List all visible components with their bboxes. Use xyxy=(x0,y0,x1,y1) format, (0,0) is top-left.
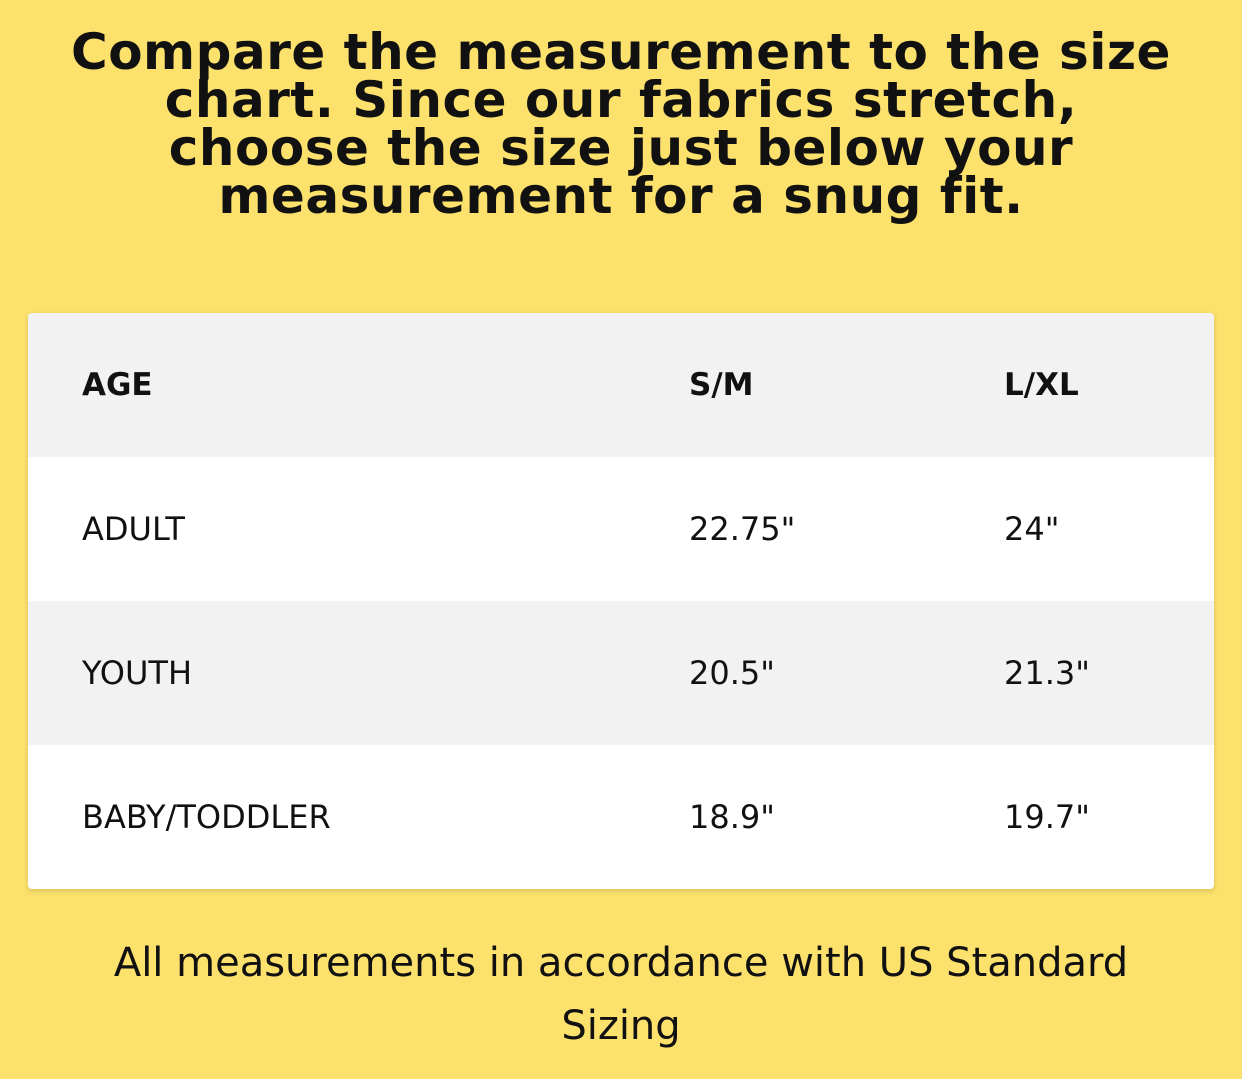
cell-l-xl: 24" xyxy=(1004,510,1060,548)
table-row: YOUTH 20.5" 21.3" xyxy=(28,601,1214,745)
table-header-row: AGE S/M L/XL xyxy=(28,313,1214,457)
table-row: BABY/TODDLER 18.9" 19.7" xyxy=(28,745,1214,889)
cell-s-m: 18.9" xyxy=(689,798,775,836)
cell-age: BABY/TODDLER xyxy=(82,798,331,836)
footer-note: All measurements in accordance with US S… xyxy=(113,940,1129,1049)
cell-l-xl: 19.7" xyxy=(1004,798,1090,836)
header-s-m: S/M xyxy=(689,367,754,403)
cell-age: ADULT xyxy=(82,510,185,548)
cell-l-xl: 21.3" xyxy=(1004,654,1090,692)
header-l-xl: L/XL xyxy=(1004,367,1079,403)
size-chart-table: AGE S/M L/XL ADULT 22.75" 24" YOUTH 20.5… xyxy=(28,313,1214,889)
header-age: AGE xyxy=(82,367,153,403)
table-row: ADULT 22.75" 24" xyxy=(28,457,1214,601)
cell-age: YOUTH xyxy=(82,654,193,692)
cell-s-m: 20.5" xyxy=(689,654,775,692)
page-heading: Compare the measurement to the size char… xyxy=(71,23,1171,225)
cell-s-m: 22.75" xyxy=(689,510,796,548)
